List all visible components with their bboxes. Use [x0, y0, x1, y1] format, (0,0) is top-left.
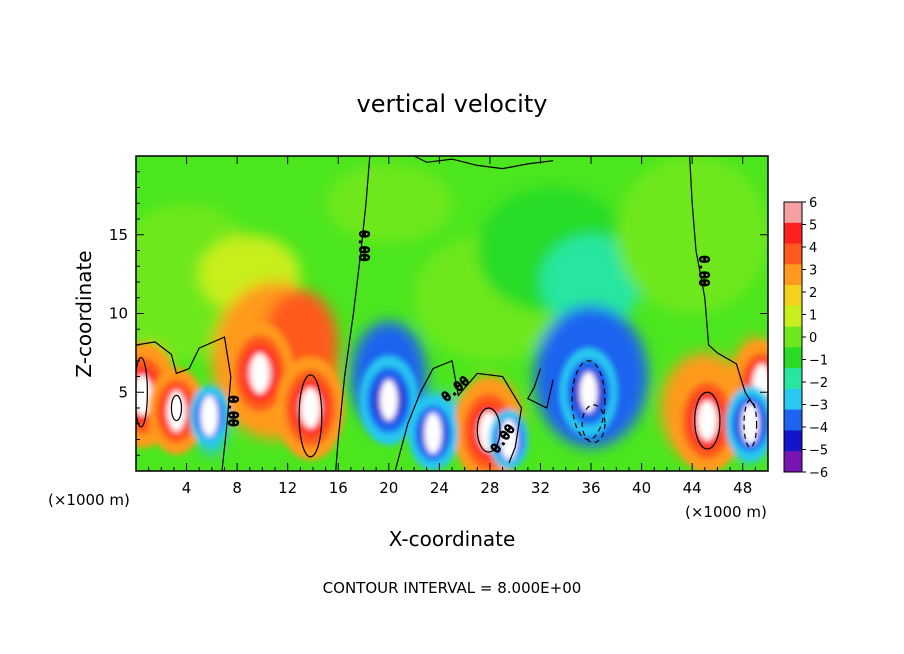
positive-contour — [170, 394, 183, 422]
contour-label: 0.00 — [356, 230, 371, 261]
colorbar-swatch — [784, 430, 802, 452]
colorbar-label: −6 — [809, 466, 828, 481]
colorbar-label: 6 — [809, 196, 817, 211]
contour-label: 0.00 — [224, 395, 239, 426]
downdraft-core — [379, 379, 398, 421]
x-tick-label: 20 — [379, 479, 398, 497]
y-axis-label: Z-coordinate — [72, 250, 96, 377]
chart-title: vertical velocity — [357, 90, 548, 118]
colorbar-swatch — [784, 451, 802, 473]
zero-contour — [413, 156, 554, 170]
colorbar-label: −1 — [809, 354, 828, 369]
field-patch — [540, 234, 642, 330]
updraft-core — [167, 390, 186, 432]
x-axis-label: X-coordinate — [389, 527, 516, 551]
zero-contour — [394, 359, 523, 471]
field-patch — [325, 163, 452, 243]
colorbar-label: 5 — [809, 219, 817, 234]
zero-contour — [335, 156, 371, 471]
z-units-label: (×1000 m) — [48, 491, 130, 509]
zero-contour — [526, 368, 554, 409]
x-tick-label: 8 — [232, 479, 242, 497]
field-patch — [616, 156, 768, 314]
x-tick-label: 44 — [683, 479, 702, 497]
zero-contour — [136, 336, 232, 471]
colorbar-swatch — [784, 409, 802, 431]
negative-contour — [581, 404, 606, 444]
updraft-core — [698, 400, 717, 442]
downdraft-core — [500, 419, 518, 460]
x-tick-label: 32 — [531, 479, 550, 497]
positive-contour — [694, 391, 721, 450]
x-tick-label: 4 — [182, 479, 192, 497]
colorbar-label: 2 — [809, 286, 817, 301]
x-tick-label: 28 — [480, 479, 499, 497]
x-tick-label: 12 — [278, 479, 297, 497]
colorbar: 6 5 4 3 2 1 0 −1 −2 −3 −4 −5 −6 — [783, 196, 828, 481]
downdraft-core — [424, 412, 442, 454]
colorbar-swatch — [784, 202, 802, 224]
colorbar-swatch — [784, 368, 802, 390]
positive-contour — [136, 357, 148, 428]
colorbar-label: −5 — [809, 444, 828, 459]
contour-interval-note: CONTOUR INTERVAL = 8.000E+00 — [323, 579, 582, 597]
colorbar-swatch — [784, 326, 802, 348]
y-tick-label: 5 — [118, 383, 128, 401]
x-tick-label: 16 — [329, 479, 348, 497]
colorbar-swatch — [784, 347, 802, 369]
x-tick-label: 48 — [733, 479, 752, 497]
colorbar-swatch — [784, 222, 802, 245]
downdraft-core — [579, 371, 598, 413]
updraft-core — [251, 352, 269, 394]
colorbar-label: 1 — [809, 309, 817, 324]
colorbar-swatch — [784, 264, 802, 286]
negative-contour — [743, 399, 758, 448]
y-tick-label: 15 — [109, 226, 128, 244]
velocity-field: 0.000.000.000.000.00 — [136, 156, 768, 471]
downdraft-core — [741, 403, 760, 445]
colorbar-label: −2 — [809, 376, 828, 391]
contour-label: 0.00 — [696, 255, 711, 286]
y-tick-label: 10 — [109, 305, 128, 323]
colorbar-swatch — [784, 243, 802, 265]
negative-contour — [571, 360, 606, 441]
colorbar-label: −4 — [809, 421, 828, 436]
colorbar-label: 0 — [809, 331, 817, 346]
downdraft-core — [200, 395, 219, 437]
x-tick-label: 36 — [581, 479, 600, 497]
updraft-core — [301, 387, 320, 429]
colorbar-label: 4 — [809, 241, 817, 256]
positive-contour — [476, 407, 501, 453]
colorbar-label: 3 — [809, 264, 817, 279]
colorbar-label: −3 — [809, 399, 828, 414]
colorbar-swatch — [784, 388, 802, 411]
positive-contour — [298, 374, 323, 458]
x-tick-label: 40 — [632, 479, 651, 497]
x-units-label: (×1000 m) — [685, 503, 767, 521]
x-tick-label: 24 — [430, 479, 449, 497]
colorbar-swatch — [784, 285, 802, 307]
colorbar-swatch — [784, 305, 802, 328]
zero-contour — [689, 156, 756, 409]
